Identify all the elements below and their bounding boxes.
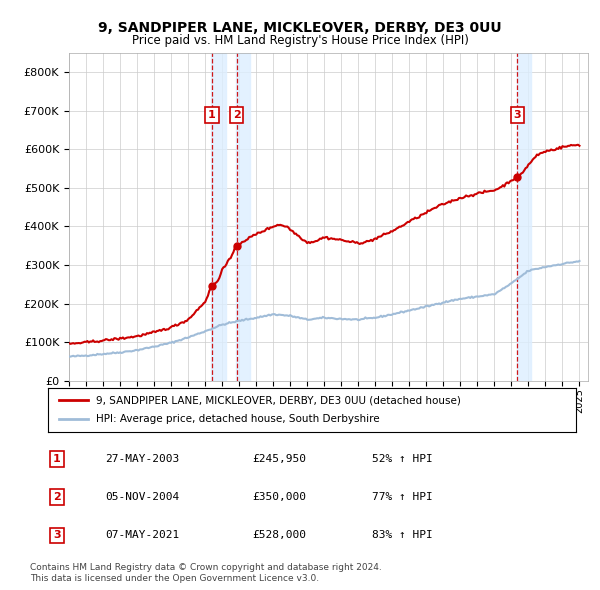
Text: 52% ↑ HPI: 52% ↑ HPI [372,454,433,464]
Text: 9, SANDPIPER LANE, MICKLEOVER, DERBY, DE3 0UU: 9, SANDPIPER LANE, MICKLEOVER, DERBY, DE… [98,21,502,35]
Text: HPI: Average price, detached house, South Derbyshire: HPI: Average price, detached house, Sout… [95,415,379,424]
Text: 05-NOV-2004: 05-NOV-2004 [105,492,179,502]
Text: Price paid vs. HM Land Registry's House Price Index (HPI): Price paid vs. HM Land Registry's House … [131,34,469,47]
Text: £528,000: £528,000 [252,530,306,540]
Text: £245,950: £245,950 [252,454,306,464]
Text: 1: 1 [208,110,216,120]
Text: 3: 3 [53,530,61,540]
Text: 1: 1 [53,454,61,464]
Text: 07-MAY-2021: 07-MAY-2021 [105,530,179,540]
Bar [517,53,531,381]
Text: 27-MAY-2003: 27-MAY-2003 [105,454,179,464]
Text: 3: 3 [514,110,521,120]
Text: 2: 2 [53,492,61,502]
Text: This data is licensed under the Open Government Licence v3.0.: This data is licensed under the Open Gov… [30,574,319,583]
Text: 2: 2 [233,110,241,120]
Bar [211,53,226,381]
Bar [236,53,250,381]
Text: 77% ↑ HPI: 77% ↑ HPI [372,492,433,502]
Text: £350,000: £350,000 [252,492,306,502]
Text: Contains HM Land Registry data © Crown copyright and database right 2024.: Contains HM Land Registry data © Crown c… [30,563,382,572]
Text: 83% ↑ HPI: 83% ↑ HPI [372,530,433,540]
Text: 9, SANDPIPER LANE, MICKLEOVER, DERBY, DE3 0UU (detached house): 9, SANDPIPER LANE, MICKLEOVER, DERBY, DE… [95,395,460,405]
